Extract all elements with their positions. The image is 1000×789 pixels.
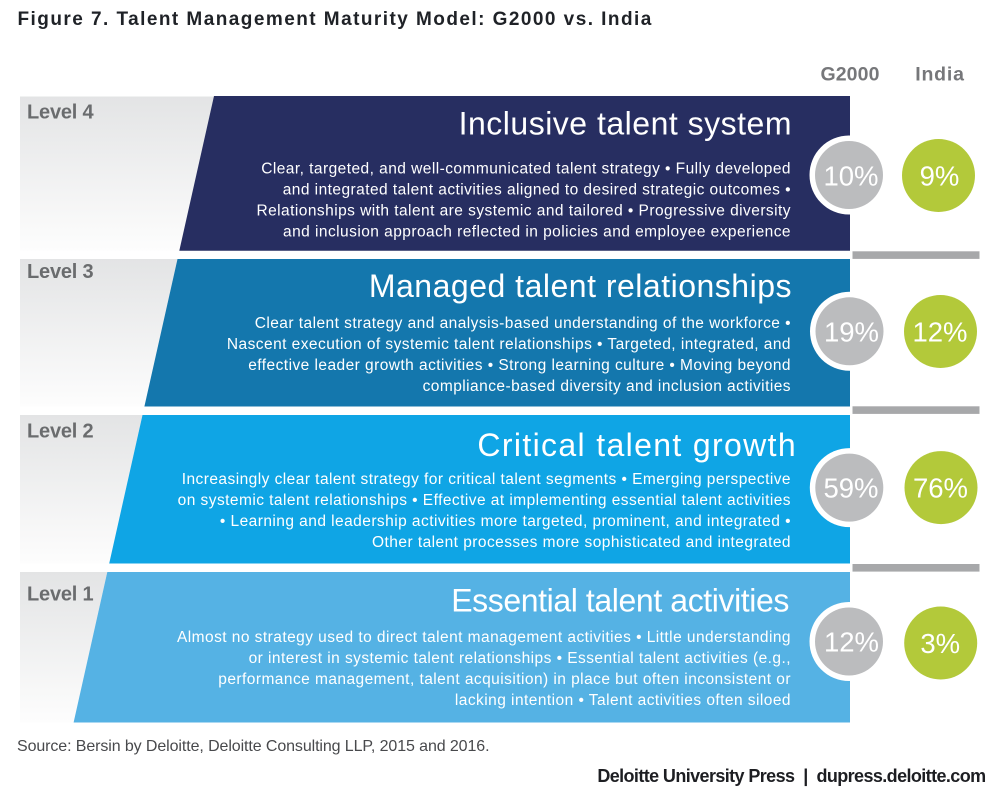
svg-text:and integrated talent activiti: and integrated talent activities aligned… xyxy=(283,182,791,199)
svg-text:Critical talent growth: Critical talent growth xyxy=(477,427,797,463)
svg-text:G2000: G2000 xyxy=(820,64,879,86)
svg-text:Almost no strategy used to dir: Almost no strategy used to direct talent… xyxy=(177,629,791,646)
svg-text:9%: 9% xyxy=(920,161,960,192)
svg-text:and inclusion approach reflect: and inclusion approach reflected in poli… xyxy=(283,224,791,241)
svg-text:or interest in systemic talent: or interest in systemic talent relations… xyxy=(249,650,791,667)
svg-text:76%: 76% xyxy=(913,473,968,504)
svg-text:on systemic talent relationshi: on systemic talent relationships • Effec… xyxy=(178,492,791,509)
svg-text:India: India xyxy=(915,64,965,86)
svg-text:Relationships with talent are: Relationships with talent are systemic a… xyxy=(256,203,791,220)
svg-text:Inclusive talent system: Inclusive talent system xyxy=(459,106,792,142)
svg-text:59%: 59% xyxy=(823,473,878,504)
svg-text:Source: Bersin by Deloitte, De: Source: Bersin by Deloitte, Deloitte Con… xyxy=(17,738,489,755)
svg-text:Level 4: Level 4 xyxy=(27,102,94,124)
svg-text:3%: 3% xyxy=(920,628,960,659)
svg-text:12%: 12% xyxy=(912,317,967,348)
svg-text:compliance-based diversity and: compliance-based diversity and inclusion… xyxy=(423,378,791,395)
svg-text:Level 1: Level 1 xyxy=(27,584,93,606)
svg-text:Managed talent relationships: Managed talent relationships xyxy=(369,268,792,304)
svg-text:19%: 19% xyxy=(824,316,879,347)
svg-text:• Learning and leadership acti: • Learning and leadership activities mor… xyxy=(220,513,791,530)
svg-text:Figure 7. Talent Management Ma: Figure 7. Talent Management Maturity Mod… xyxy=(18,9,653,30)
svg-text:Level 2: Level 2 xyxy=(27,421,93,443)
svg-text:Clear, targeted, and well-comm: Clear, targeted, and well-communicated t… xyxy=(261,161,791,178)
svg-text:12%: 12% xyxy=(824,627,879,658)
svg-text:Clear talent strategy and anal: Clear talent strategy and analysis-based… xyxy=(255,315,791,332)
svg-text:Deloitte University Press |: Deloitte University Press | dupress.delo… xyxy=(597,766,985,786)
svg-text:effective leader growth activi: effective leader growth activities • Str… xyxy=(248,357,791,374)
svg-text:Essential talent activities: Essential talent activities xyxy=(451,583,789,619)
svg-text:Increasingly clear talent stra: Increasingly clear talent strategy for c… xyxy=(182,471,791,488)
svg-text:lacking intention • Talent act: lacking intention • Talent activities of… xyxy=(455,692,791,709)
svg-text:10%: 10% xyxy=(823,161,878,192)
svg-text:Level 3: Level 3 xyxy=(27,261,93,283)
svg-text:performance management, talent: performance management, talent acquisiti… xyxy=(218,671,791,688)
svg-text:Nascent execution of systemic: Nascent execution of systemic talent rel… xyxy=(227,336,791,353)
svg-text:Other talent processes more so: Other talent processes more sophisticate… xyxy=(372,534,791,551)
